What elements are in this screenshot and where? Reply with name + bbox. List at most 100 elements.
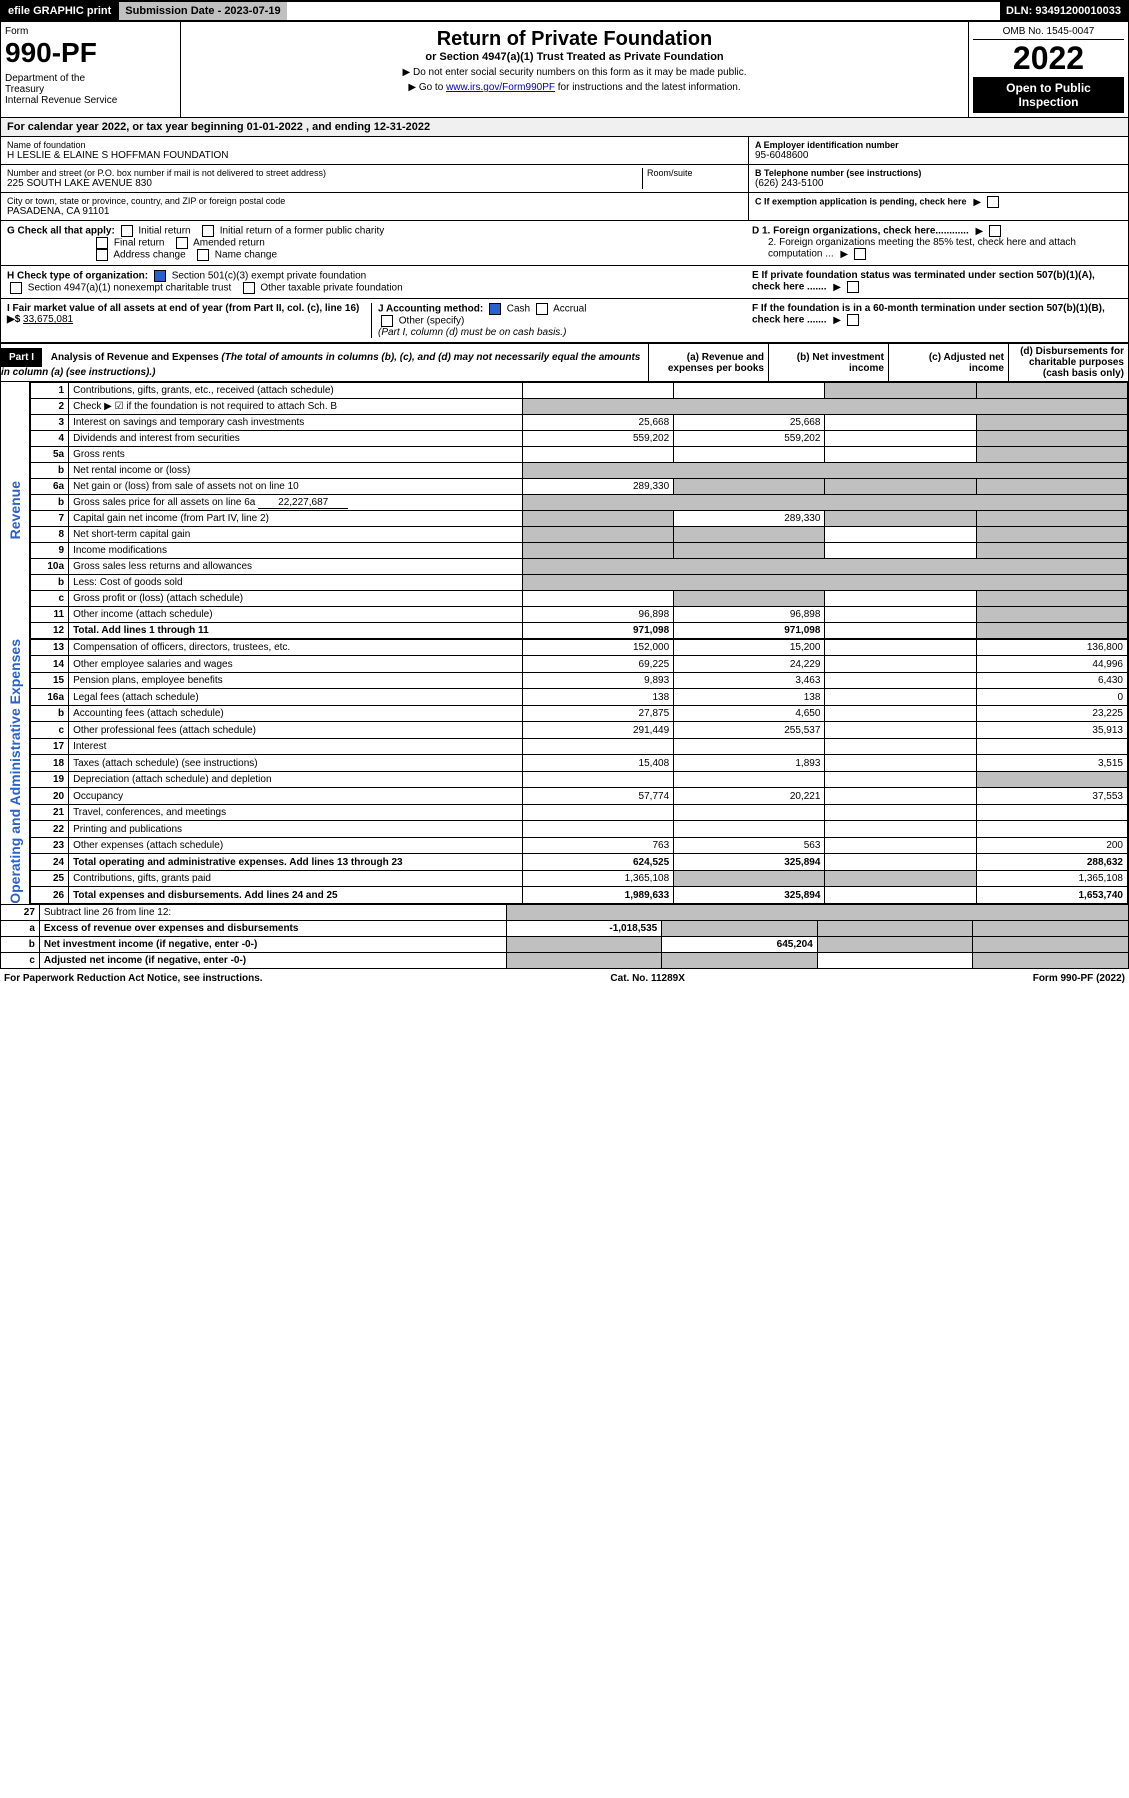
row-desc: Less: Cost of goods sold [69,575,523,591]
address-change-checkbox[interactable] [96,249,108,261]
row-desc: Other expenses (attach schedule) [69,837,523,853]
open-public-badge: Open to Public Inspection [973,77,1124,113]
final-return-checkbox[interactable] [96,237,108,249]
d2-row: 2. Foreign organizations meeting the 85%… [752,237,1122,260]
row-val-d [976,431,1127,447]
row-val-a: 1,365,108 [522,870,673,886]
table-row: 23Other expenses (attach schedule)763563… [31,837,1128,853]
row-num: b [31,463,69,479]
row-val-d [976,607,1127,623]
omb-number: OMB No. 1545-0047 [973,26,1124,40]
row-desc: Net rental income or (loss) [69,463,523,479]
row-val-b [674,821,825,837]
row-val-d: 288,632 [976,854,1127,870]
table-row: bLess: Cost of goods sold [31,575,1128,591]
form-header: Form 990-PF Department of theTreasuryInt… [0,22,1129,118]
row-val-c [817,920,973,936]
row-val-c [825,771,976,787]
check-section-g-d: G Check all that apply: Initial return I… [0,221,1129,266]
initial-return-checkbox[interactable] [121,225,133,237]
header-right: OMB No. 1545-0047 2022 Open to Public In… [968,22,1128,117]
row-val-c [825,755,976,771]
d2-checkbox[interactable] [854,248,866,260]
row-val-b [674,804,825,820]
d1-row: D 1. Foreign organizations, check here..… [752,225,1122,237]
footer-left: For Paperwork Reduction Act Notice, see … [4,973,263,984]
row-val-a: -1,018,535 [506,920,662,936]
name-change-checkbox[interactable] [197,249,209,261]
instructions-link[interactable]: www.irs.gov/Form990PF [446,82,555,93]
exemption-checkbox[interactable] [987,196,999,208]
row-val-b: 138 [674,689,825,705]
row-num: 12 [31,623,69,639]
row-val-b [674,527,825,543]
row-desc: Net short-term capital gain [69,527,523,543]
table-row: cGross profit or (loss) (attach schedule… [31,591,1128,607]
row-val-b: 1,893 [674,755,825,771]
header-mid: Return of Private Foundation or Section … [181,22,968,117]
row-val-c [825,870,976,886]
row-num: c [1,952,40,968]
initial-former-checkbox[interactable] [202,225,214,237]
row-num: 18 [31,755,69,771]
form-title: Return of Private Foundation [187,28,962,51]
row-val-shaded [522,463,1127,479]
row-val-a: 138 [522,689,673,705]
efile-label[interactable]: efile GRAPHIC print [2,2,117,20]
table-row: bNet rental income or (loss) [31,463,1128,479]
table-row: 13Compensation of officers, directors, t… [31,640,1128,656]
4947-checkbox[interactable] [10,282,22,294]
row-val-a: 763 [522,837,673,853]
expenses-section: Operating and Administrative Expenses 13… [0,639,1129,904]
table-row: 11Other income (attach schedule)96,89896… [31,607,1128,623]
row-val-c [825,383,976,399]
row-val-shaded [522,399,1127,415]
d1-checkbox[interactable] [989,225,1001,237]
accrual-checkbox[interactable] [536,303,548,315]
row-val-b: 289,330 [674,511,825,527]
form-number: 990-PF [5,37,176,69]
table-row: cOther professional fees (attach schedul… [31,722,1128,738]
other-taxable-checkbox[interactable] [243,282,255,294]
e-checkbox[interactable] [847,281,859,293]
row-num: c [31,722,69,738]
row-num: 6a [31,479,69,495]
row-val-b [674,771,825,787]
row-val-b: 96,898 [674,607,825,623]
row-num: 16a [31,689,69,705]
row-val-a: 57,774 [522,788,673,804]
row-desc: Compensation of officers, directors, tru… [69,640,523,656]
table-row: 3Interest on savings and temporary cash … [31,415,1128,431]
row-val-d: 136,800 [976,640,1127,656]
row-val-d: 3,515 [976,755,1127,771]
row-val-d [976,511,1127,527]
row-val-c [825,788,976,804]
row-desc: Excess of revenue over expenses and disb… [39,920,506,936]
city-cell: City or town, state or province, country… [1,193,748,220]
row-val-c [825,722,976,738]
row-val-d: 44,996 [976,656,1127,672]
submission-date: Submission Date - 2023-07-19 [117,2,286,20]
amended-return-checkbox[interactable] [176,237,188,249]
foundation-name-cell: Name of foundation H LESLIE & ELAINE S H… [1,137,748,165]
row-val-c [825,656,976,672]
f-checkbox[interactable] [847,314,859,326]
row-val-b [674,447,825,463]
row-val-d [976,623,1127,639]
row-val-c [825,543,976,559]
revenue-section: Revenue 1Contributions, gifts, grants, e… [0,382,1129,639]
row-desc: Total operating and administrative expen… [69,854,523,870]
f-row: F If the foundation is in a 60-month ter… [752,303,1122,326]
other-method-checkbox[interactable] [381,315,393,327]
501c3-checkbox[interactable] [154,270,166,282]
row-val-c [825,738,976,754]
row-val-a: 25,668 [522,415,673,431]
row-val-a [522,447,673,463]
row-val-b [662,952,818,968]
table-row: 21Travel, conferences, and meetings [31,804,1128,820]
row-val-d: 6,430 [976,672,1127,688]
row-val-d [976,771,1127,787]
row-num: 27 [1,904,40,920]
row-num: 19 [31,771,69,787]
cash-checkbox[interactable] [489,303,501,315]
